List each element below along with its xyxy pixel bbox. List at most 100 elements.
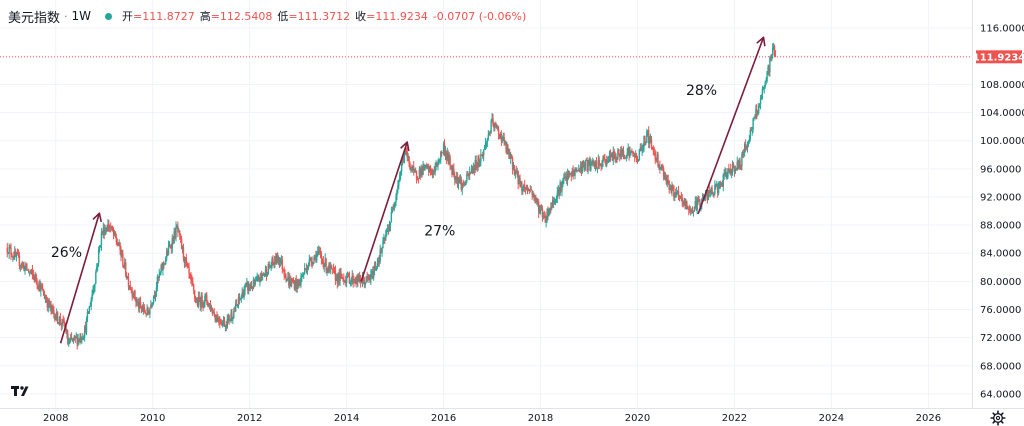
candle-body	[290, 279, 293, 286]
candle-body	[393, 206, 395, 210]
candle-body	[492, 118, 494, 126]
candle-body	[74, 335, 77, 338]
time-axis[interactable]: 2008 2010 2012 2014 2016 2018 2020 2022 2024 2026	[0, 408, 1024, 425]
candle-body	[282, 268, 284, 270]
candle-body	[179, 235, 182, 240]
candle-body	[443, 144, 446, 155]
candle-body	[17, 254, 20, 256]
candle-body	[466, 173, 468, 181]
interval-label[interactable]: 1W	[71, 9, 92, 23]
candle-body	[674, 192, 676, 198]
candle-body	[442, 144, 445, 153]
candle-body	[723, 173, 725, 175]
candle-body	[729, 168, 731, 173]
candle-body	[567, 172, 570, 175]
legend-separator: ·	[64, 9, 68, 23]
candle-body	[265, 268, 268, 277]
candle-body	[59, 317, 62, 324]
candle-body	[26, 263, 28, 271]
candle-body	[197, 296, 200, 306]
candle-body	[67, 333, 69, 345]
candle-body	[281, 259, 283, 269]
candle-body	[220, 322, 222, 324]
candle-body	[366, 277, 368, 279]
candle-body	[56, 311, 59, 323]
candle-body	[207, 301, 209, 306]
low-value: =111.3712	[288, 9, 351, 23]
candle-body	[638, 149, 641, 160]
candle-body	[568, 172, 571, 175]
candle-body	[545, 221, 547, 223]
candle-body	[190, 274, 192, 280]
candle-body	[355, 281, 357, 284]
candle-body	[131, 289, 133, 297]
candle-body	[42, 289, 45, 296]
candle-body	[207, 303, 210, 306]
candle-body	[402, 160, 405, 161]
candle-body	[126, 277, 129, 278]
candle-body	[424, 164, 426, 171]
candle-body	[24, 266, 26, 271]
last-price-text: 111.9234	[973, 52, 1024, 63]
candle-body	[153, 295, 156, 297]
candle-body	[259, 280, 261, 282]
candle-body	[314, 254, 316, 258]
candle-body	[273, 263, 275, 265]
candle-body	[458, 180, 461, 183]
candle-body	[617, 149, 619, 159]
candle-body	[702, 194, 704, 199]
candle-body	[746, 144, 749, 148]
candle-body	[191, 279, 193, 282]
candle-body	[695, 201, 697, 211]
symbol-name[interactable]: 美元指数	[8, 10, 61, 26]
candle-body	[500, 134, 503, 141]
candle-body	[87, 312, 90, 314]
candle-body	[483, 146, 486, 150]
candle-body	[473, 167, 476, 171]
candle-body	[176, 226, 178, 227]
candle-body	[503, 137, 505, 144]
candle-body	[663, 176, 666, 180]
candle-body	[71, 339, 74, 341]
candle-body	[555, 198, 558, 201]
candle-body	[626, 152, 628, 156]
gear-icon[interactable]	[990, 410, 1006, 426]
candle-body	[54, 313, 56, 321]
candle-body	[429, 166, 432, 171]
candle-body	[99, 245, 102, 247]
candle-body	[266, 274, 269, 277]
candle-body	[538, 209, 541, 213]
candle-body	[69, 339, 71, 343]
candle-body	[274, 255, 276, 265]
price-tick-label: 92.0000	[980, 192, 1021, 203]
candle-body	[356, 276, 358, 284]
candle-body	[43, 295, 46, 299]
candle-body	[613, 151, 615, 155]
candle-body	[647, 130, 649, 132]
candle-body	[533, 194, 535, 199]
candle-body	[420, 168, 422, 176]
candle-body	[640, 147, 642, 152]
tradingview-logo-icon[interactable]	[10, 380, 32, 402]
candle-body	[294, 280, 297, 289]
candle-body	[691, 211, 694, 213]
candle-body	[558, 189, 560, 196]
candle-body	[734, 168, 737, 172]
candle-body	[47, 299, 49, 308]
candle-body	[654, 151, 656, 160]
candle-body	[29, 271, 32, 273]
candle-body	[512, 165, 515, 170]
candle-body	[581, 161, 584, 172]
candle-body	[399, 171, 402, 175]
candle-body	[52, 306, 54, 311]
candle-body	[237, 297, 240, 305]
candle-body	[410, 166, 412, 170]
candle-body	[403, 153, 406, 161]
candle-body	[81, 338, 83, 341]
candle-body	[701, 198, 703, 204]
candle-body	[258, 276, 260, 281]
candle-body	[722, 174, 724, 187]
candle-body	[755, 109, 757, 119]
candle-body	[248, 283, 250, 291]
